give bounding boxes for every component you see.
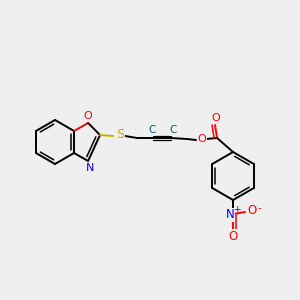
Text: O: O [228,230,238,242]
Text: N: N [226,208,234,221]
Text: O: O [84,111,92,121]
Text: -: - [257,203,261,213]
Text: O: O [212,113,220,123]
Text: C: C [148,125,156,135]
Text: +: + [233,206,241,214]
Text: O: O [198,134,206,144]
Text: S: S [116,128,124,142]
Text: C: C [169,125,177,135]
Text: O: O [248,205,257,218]
Text: N: N [86,163,94,173]
